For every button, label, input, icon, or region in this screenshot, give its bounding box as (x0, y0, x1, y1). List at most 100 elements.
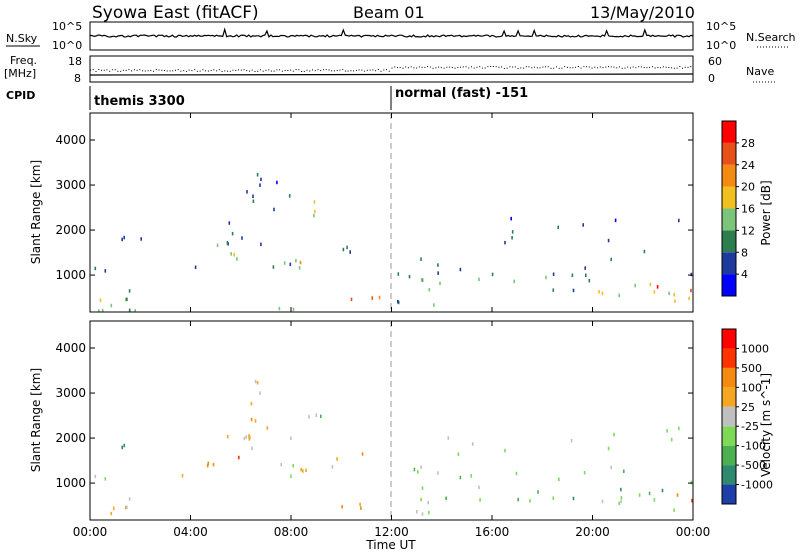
nave-dot (654, 67, 656, 69)
nave-dot (545, 66, 546, 68)
nave-dot (421, 66, 423, 68)
data-cell (276, 180, 278, 185)
nave-dot (262, 70, 264, 72)
nave-dot (687, 66, 689, 68)
data-cell (588, 278, 591, 283)
nave-dot (268, 69, 270, 71)
nave-dot (175, 69, 176, 71)
data-cell (128, 497, 131, 501)
nave-dot (295, 69, 297, 70)
data-cell (511, 236, 513, 240)
nave-dot (227, 70, 228, 72)
data-cell (552, 288, 555, 292)
data-cell (371, 296, 374, 300)
data-cell (447, 436, 450, 440)
data-cell (504, 240, 506, 245)
data-cell (572, 496, 575, 501)
colorbar-segment (722, 367, 736, 388)
nave-dot (350, 70, 352, 72)
data-cell (112, 506, 115, 511)
nave-dot (610, 66, 612, 68)
data-cell (315, 413, 318, 417)
nave-dot (676, 67, 678, 69)
data-cell (230, 252, 232, 256)
nave-dot (635, 67, 637, 69)
nave-dot (684, 66, 686, 68)
data-cell (478, 277, 480, 282)
nave-dot (564, 66, 566, 68)
data-cell (610, 257, 612, 262)
data-cell (256, 381, 259, 385)
data-cell (320, 414, 322, 419)
colorbar-segment (722, 426, 736, 446)
nave-dot (270, 70, 272, 72)
nave-dot (608, 66, 609, 68)
data-cell (670, 437, 673, 442)
nave-dot (232, 69, 234, 71)
beam-label: Beam 01 (353, 3, 425, 22)
data-cell (620, 496, 623, 500)
nave-dot (358, 69, 360, 71)
nave-dot (109, 70, 111, 72)
data-cell (459, 475, 462, 480)
nave-dot (309, 70, 311, 72)
nave-dot (624, 67, 626, 69)
data-cell (228, 221, 231, 225)
data-cell (305, 468, 307, 473)
nave-dot (514, 66, 516, 68)
colorbar-segment (722, 406, 736, 427)
y-tick-label: 3000 (55, 178, 86, 192)
data-cell (256, 173, 259, 177)
nave-dot (155, 69, 157, 71)
data-cell (623, 469, 625, 473)
freq-tick-top: 18 (68, 55, 82, 68)
data-cell (557, 225, 559, 230)
nave-dot (440, 66, 442, 68)
nave-dot (454, 67, 456, 69)
data-cell (471, 442, 474, 446)
nave-dot (205, 70, 207, 72)
nave-dot (333, 70, 335, 72)
data-cell (428, 288, 431, 292)
nsearch-label: N.Search (746, 31, 796, 44)
data-cell (417, 470, 419, 474)
data-cell (653, 290, 656, 294)
nsearch-tick-bottom: 10^0 (706, 39, 736, 52)
data-cell (273, 207, 275, 212)
data-cell (529, 499, 531, 503)
data-cell (181, 473, 184, 478)
nave-dot (495, 66, 497, 68)
nave-dot (479, 66, 481, 68)
nave-dot (460, 66, 461, 68)
nave-dot (142, 70, 144, 72)
nave-dot (457, 67, 459, 68)
data-cell (243, 436, 246, 441)
data-cell (648, 491, 651, 496)
nave-dot (243, 69, 245, 71)
data-cell (313, 213, 315, 218)
nave-dot (476, 66, 478, 68)
data-cell (290, 474, 292, 478)
nave-dot (323, 69, 324, 71)
data-cell (678, 426, 680, 431)
data-cell (558, 477, 560, 481)
data-cell (673, 293, 675, 297)
nave-dot (416, 67, 418, 69)
colorbar-segment (722, 230, 736, 253)
nave-dot (372, 69, 374, 71)
colorbar-tick-label: 25 (741, 401, 755, 414)
nsky-tick-top: 10^5 (52, 20, 82, 33)
nave-dot (249, 70, 250, 72)
data-cell (260, 242, 262, 247)
nave-dot (539, 67, 541, 69)
nave-dot (481, 67, 483, 69)
nave-dot (95, 71, 97, 72)
freq-unit: [MHz] (4, 67, 36, 80)
data-cell (278, 306, 281, 311)
nave-dot (320, 70, 322, 72)
nsky-tick-bottom: 10^0 (52, 39, 82, 52)
nave-dot (339, 69, 341, 71)
nsky-trace (89, 27, 694, 38)
nave-dot (517, 68, 519, 69)
data-cell (94, 474, 97, 479)
